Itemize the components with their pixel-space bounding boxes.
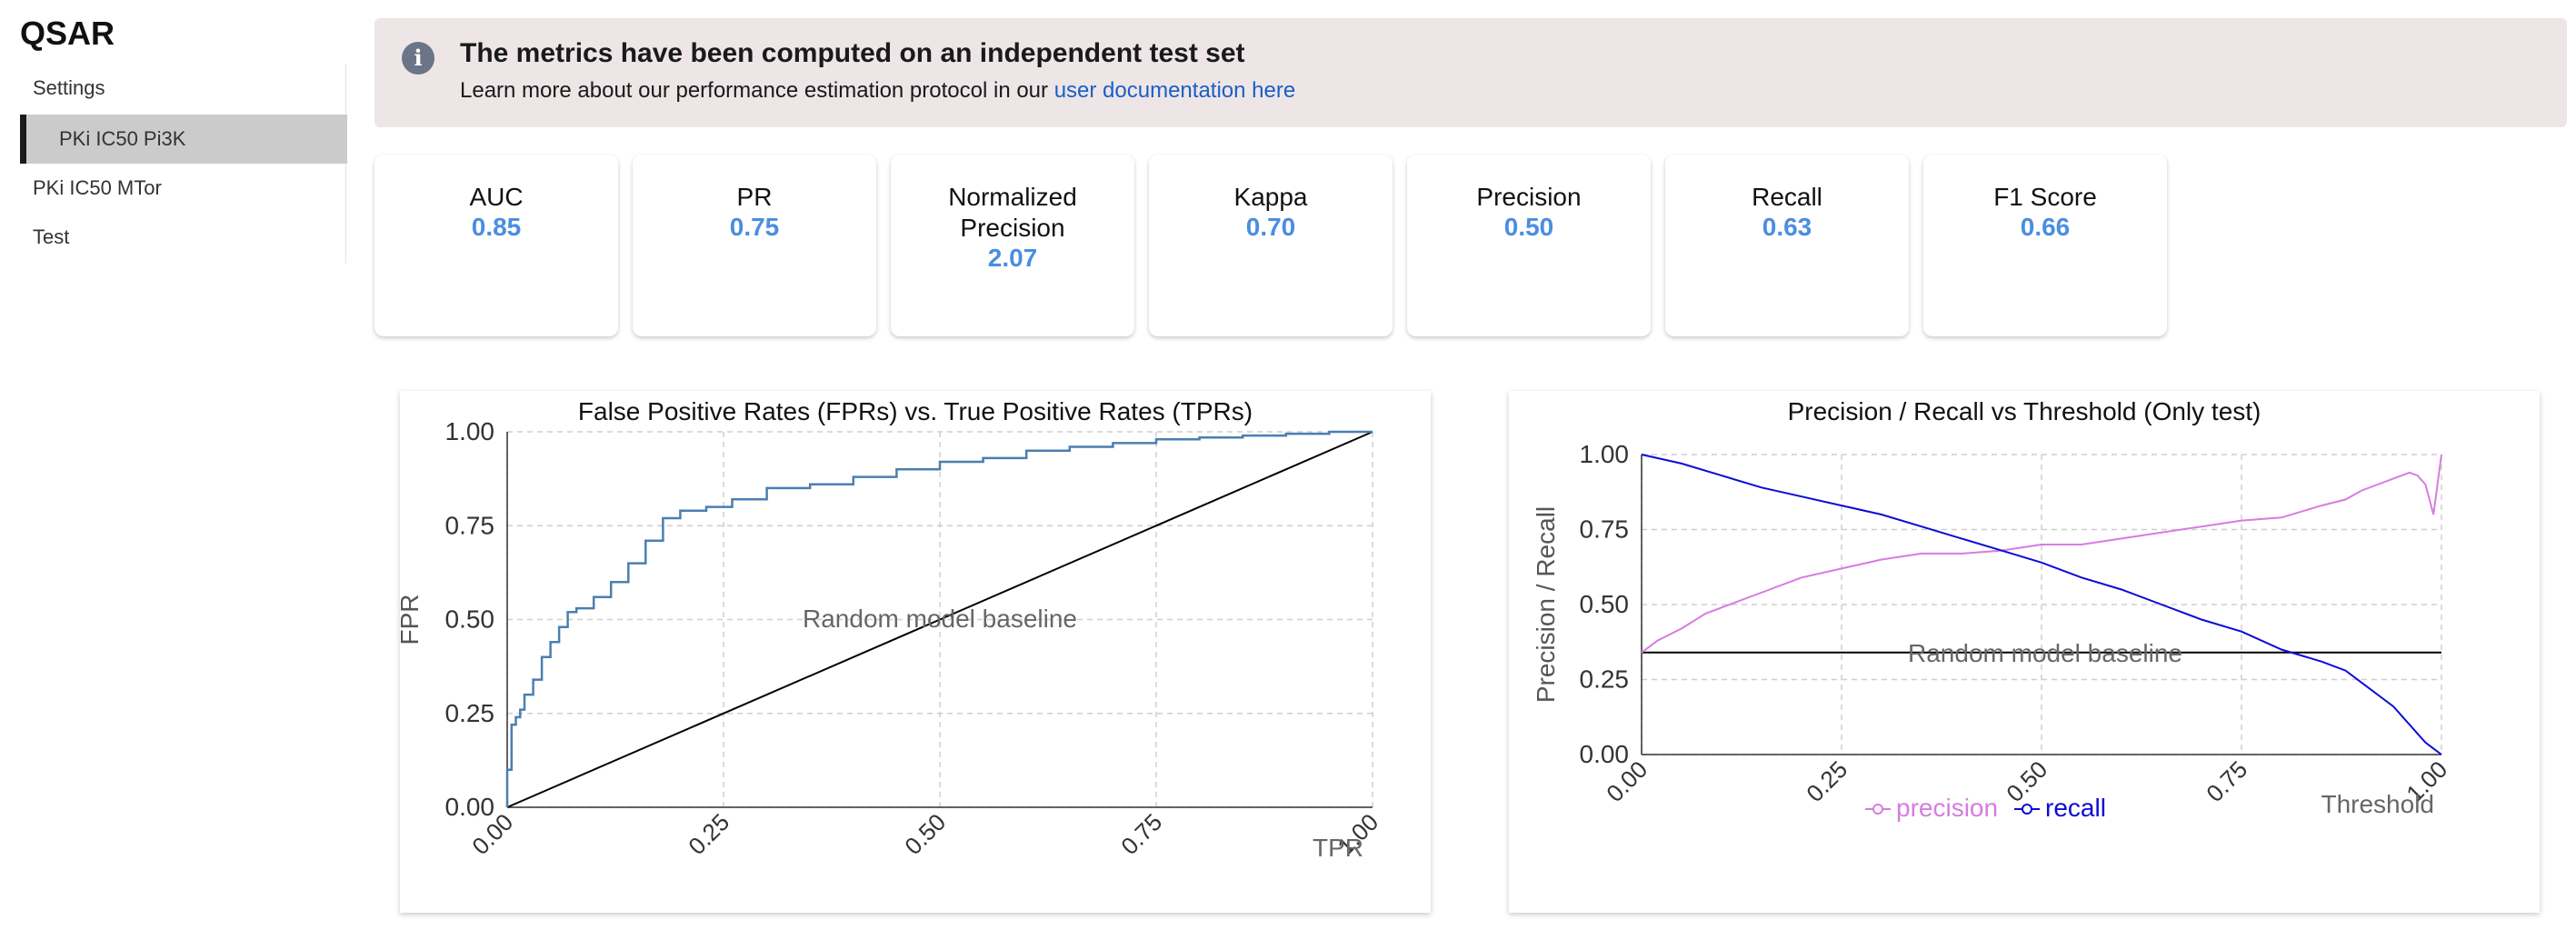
legend-recall-marker [2022,804,2032,815]
metric-card-auc: AUC 0.85 [374,155,618,336]
precision-recall-chart: Precision / Recall vs Threshold (Only te… [1532,397,2452,822]
sidebar-item-settings[interactable]: Settings [33,76,105,99]
y-tick-label: 0.75 [445,511,495,539]
info-icon: i [402,42,434,75]
baseline-annotation: Random model baseline [1908,639,2182,667]
y-tick-label: 0.75 [1580,515,1630,544]
metric-card-precision: Precision 0.50 [1407,155,1651,336]
baseline-line [506,431,1373,808]
y-axis-label: FPR [400,595,424,645]
metric-label: Recall [1752,183,1822,211]
roc-chart-card: False Positive Rates (FPRs) vs. True Pos… [400,391,1431,913]
app-title: QSAR [20,15,115,52]
x-axis-label: Threshold [2321,790,2434,818]
info-alert: i The metrics have been computed on an i… [374,18,2567,127]
metric-label: Normalized Precision [948,183,1077,242]
roc-line [505,430,1373,807]
sidebar-nav: Settings PKi IC50 Pi3K PKi IC50 MTor Tes… [0,64,347,264]
y-tick-label: 1.00 [445,417,495,445]
metric-label: PR [736,183,773,211]
y-tick-label: 0.25 [1580,665,1630,694]
x-tick-label: 0.75 [2201,755,2252,807]
metric-value: 0.66 [2020,213,2071,241]
x-tick-label: 0.50 [899,808,951,860]
y-tick-label: 0.00 [1580,740,1630,768]
y-tick-label: 0.50 [1580,590,1630,618]
legend-recall-label: recall [2045,794,2106,822]
sidebar-item-test[interactable]: Test [33,225,70,248]
y-tick-label: 0.50 [445,605,495,634]
metric-card-f1-score: F1 Score 0.66 [1923,155,2167,336]
legend-precision-marker [1872,804,1883,815]
sidebar-item-pki-ic50-pi3k[interactable]: PKi IC50 Pi3K [20,115,347,164]
metric-value: 2.07 [987,244,1038,272]
y-axis-label: Precision / Recall [1532,506,1560,703]
metric-value: 0.75 [729,213,780,241]
roc-chart: False Positive Rates (FPRs) vs. True Pos… [400,397,1383,862]
recall-line [1641,454,2442,755]
metric-card-normalized-precision: Normalized Precision 2.07 [891,155,1134,336]
alert-title: The metrics have been computed on an ind… [460,38,1245,68]
metric-card-pr: PR 0.75 [633,155,876,336]
x-axis-label: TPR [1313,834,1363,862]
metric-value: 0.63 [1762,213,1812,241]
chart-title: Precision / Recall vs Threshold (Only te… [1788,397,2261,425]
metric-label: Kappa [1233,183,1308,211]
metric-label: AUC [469,183,524,211]
metric-value: 0.70 [1245,213,1296,241]
precision-recall-chart-card: Precision / Recall vs Threshold (Only te… [1509,391,2540,913]
x-tick-label: 0.25 [683,808,734,860]
y-tick-label: 0.00 [445,793,495,821]
x-tick-label: 0.75 [1115,808,1167,860]
alert-text-body: Learn more about our performance estimat… [460,78,1054,103]
alert-text: Learn more about our performance estimat… [460,78,1295,104]
user-documentation-link[interactable]: user documentation here [1053,78,1296,103]
metric-card-kappa: Kappa 0.70 [1149,155,1393,336]
precision-line [1641,454,2442,654]
metric-label: F1 Score [1993,183,2097,211]
metric-value: 0.85 [471,213,522,241]
y-tick-label: 1.00 [1580,440,1630,468]
metric-value: 0.50 [1503,213,1554,241]
baseline-annotation: Random model baseline [803,605,1077,633]
sidebar-item-pki-ic50-mtor[interactable]: PKi IC50 MTor [33,176,162,199]
chart-title: False Positive Rates (FPRs) vs. True Pos… [578,397,1253,425]
y-tick-label: 0.25 [445,699,495,727]
legend-precision-label: precision [1896,794,1998,822]
metric-label: Precision [1476,183,1582,211]
metric-card-recall: Recall 0.63 [1665,155,1909,336]
x-tick-label: 0.25 [1801,755,1852,807]
